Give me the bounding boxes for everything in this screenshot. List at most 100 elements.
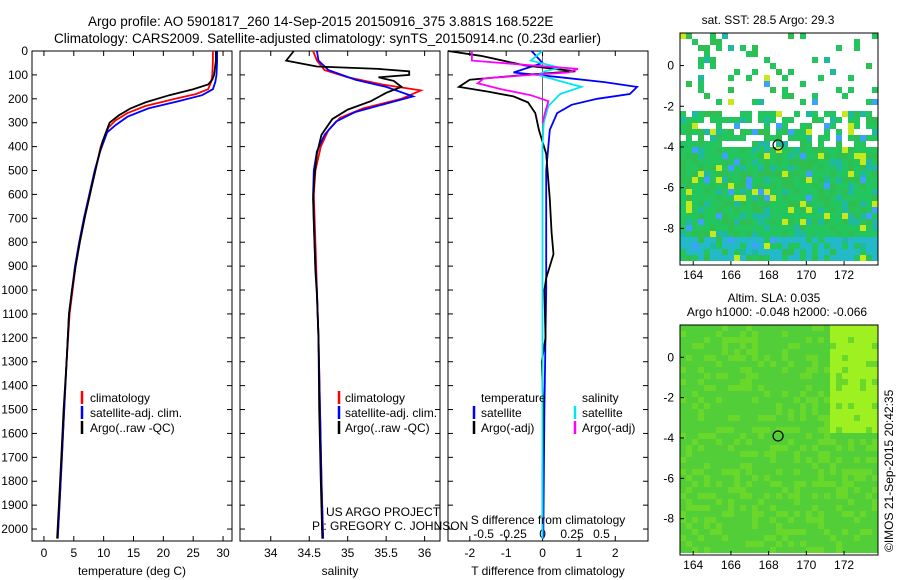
map-cell	[854, 207, 860, 213]
map-cell	[746, 469, 752, 475]
map-cell	[704, 213, 710, 219]
map-cell	[830, 547, 836, 553]
map-cell	[812, 195, 818, 201]
map-cell	[734, 355, 740, 361]
map-cell	[740, 469, 746, 475]
map-cell	[866, 337, 872, 343]
map-cell	[854, 511, 860, 517]
depth-tick-label: 1000	[1, 283, 28, 297]
map-cell	[716, 547, 722, 553]
map-cell	[812, 475, 818, 481]
map-cell	[860, 505, 866, 511]
depth-tick-label: 1800	[1, 474, 28, 488]
map-cell	[746, 457, 752, 463]
map-cell	[758, 373, 764, 379]
map-cell	[794, 171, 800, 177]
map-cell	[728, 255, 734, 261]
map-cell	[788, 409, 794, 415]
map-cell	[806, 331, 812, 337]
map-cell	[776, 355, 782, 361]
map-cell	[722, 403, 728, 409]
map-cell	[770, 529, 776, 535]
map-cell	[854, 141, 860, 147]
map-cell	[854, 529, 860, 535]
map-cell	[800, 463, 806, 469]
map-cell	[824, 219, 830, 225]
map-cell	[842, 493, 848, 499]
map-cell	[722, 165, 728, 171]
map-cell	[770, 219, 776, 225]
map-cell	[764, 445, 770, 451]
map-cell	[746, 201, 752, 207]
map-cell	[746, 391, 752, 397]
map-cell	[776, 481, 782, 487]
map-cell	[746, 487, 752, 493]
map-cell	[788, 499, 794, 505]
map-cell	[680, 255, 686, 261]
map-cell	[746, 433, 752, 439]
map-cell	[698, 547, 704, 553]
map-cell	[680, 403, 686, 409]
map-cell	[728, 87, 734, 93]
map-cell	[842, 331, 848, 337]
map-cell	[776, 237, 782, 243]
map-cell	[866, 445, 872, 451]
map-cell	[728, 99, 734, 105]
map-cell	[782, 361, 788, 367]
map-cell	[818, 349, 824, 355]
map-cell	[752, 337, 758, 343]
map-cell	[782, 451, 788, 457]
map-cell	[860, 367, 866, 373]
map-cell	[692, 123, 698, 129]
map-cell	[794, 397, 800, 403]
map-cell	[818, 153, 824, 159]
map-cell	[860, 225, 866, 231]
map-cell	[866, 213, 872, 219]
map-cell	[776, 445, 782, 451]
map-cell	[794, 379, 800, 385]
legend-climatology: climatology	[90, 391, 150, 405]
map-cell	[842, 397, 848, 403]
map-cell	[704, 457, 710, 463]
map-cell	[710, 439, 716, 445]
map-cell	[824, 201, 830, 207]
map-cell	[872, 147, 878, 153]
map-cell	[830, 249, 836, 255]
map-cell	[758, 183, 764, 189]
map-cell	[734, 337, 740, 343]
x-tick-label: 34.5	[298, 546, 322, 560]
map-cell	[806, 415, 812, 421]
map-cell	[746, 421, 752, 427]
map-cell	[746, 385, 752, 391]
map-cell	[782, 207, 788, 213]
map-cell	[698, 403, 704, 409]
map-cell	[758, 343, 764, 349]
map-cell	[698, 207, 704, 213]
map-cell	[728, 391, 734, 397]
map-cell	[866, 159, 872, 165]
map-cell	[794, 367, 800, 373]
map-cell	[692, 147, 698, 153]
map-cell	[812, 481, 818, 487]
map-cell	[806, 231, 812, 237]
map-cell	[770, 165, 776, 171]
map-cell	[806, 343, 812, 349]
map-cell	[800, 517, 806, 523]
map-cell	[740, 511, 746, 517]
map-cell	[746, 117, 752, 123]
map-cell	[686, 183, 692, 189]
map-cell	[872, 487, 878, 493]
map-cell	[704, 325, 710, 331]
map-cell	[872, 529, 878, 535]
map-cell	[782, 439, 788, 445]
map-cell	[752, 535, 758, 541]
map-cell	[806, 541, 812, 547]
map-cell	[692, 391, 698, 397]
map-cell	[788, 385, 794, 391]
map-cell	[860, 135, 866, 141]
map-cell	[698, 355, 704, 361]
map-cell	[782, 433, 788, 439]
map-cell	[860, 147, 866, 153]
